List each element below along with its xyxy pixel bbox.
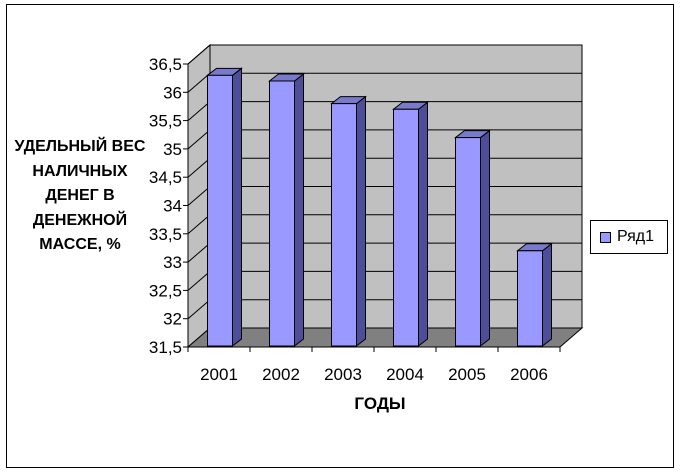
bar-side [542,242,552,348]
bar-side [356,95,366,348]
y-tick-label: 34 [163,197,182,216]
bar [269,80,295,347]
x-tick-label: 2005 [448,365,486,384]
y-axis-title: УДЕЛЬНЫЙ ВЕС НАЛИЧНЫХ ДЕНЕГ В ДЕНЕЖНОЙ М… [14,138,146,253]
x-tick-label: 2001 [200,365,238,384]
y-tick-label: 34,5 [149,168,182,187]
y-tick-label: 35 [163,140,182,159]
y-tick-label: 33,5 [149,225,182,244]
y-tick-label: 31,5 [149,338,182,357]
bar [455,137,481,347]
bar-side [418,101,428,348]
legend-series-name: Ряд1 [617,228,655,245]
bar-side [294,72,304,348]
bar [393,108,419,347]
x-tick-label: 2004 [386,365,424,384]
gridline [187,44,582,65]
y-tick-label: 36,5 [149,55,182,74]
bar [207,74,233,347]
y-tick-label: 35,5 [149,112,182,131]
bar [331,103,357,347]
x-tick-label: 2002 [262,365,300,384]
y-tick-label: 36 [163,83,182,102]
y-tick-label: 32,5 [149,281,182,300]
y-tick-label: 32 [163,310,182,329]
bar-side [480,129,490,348]
x-tick-label: 2006 [510,365,548,384]
bar-side [232,67,242,348]
x-axis-title: ГОДЫ [354,394,406,413]
x-tick-label: 2003 [324,365,362,384]
legend: Ряд1 [590,220,668,254]
legend-swatch [600,232,611,243]
bar [517,250,543,347]
y-tick-label: 33 [163,253,182,272]
